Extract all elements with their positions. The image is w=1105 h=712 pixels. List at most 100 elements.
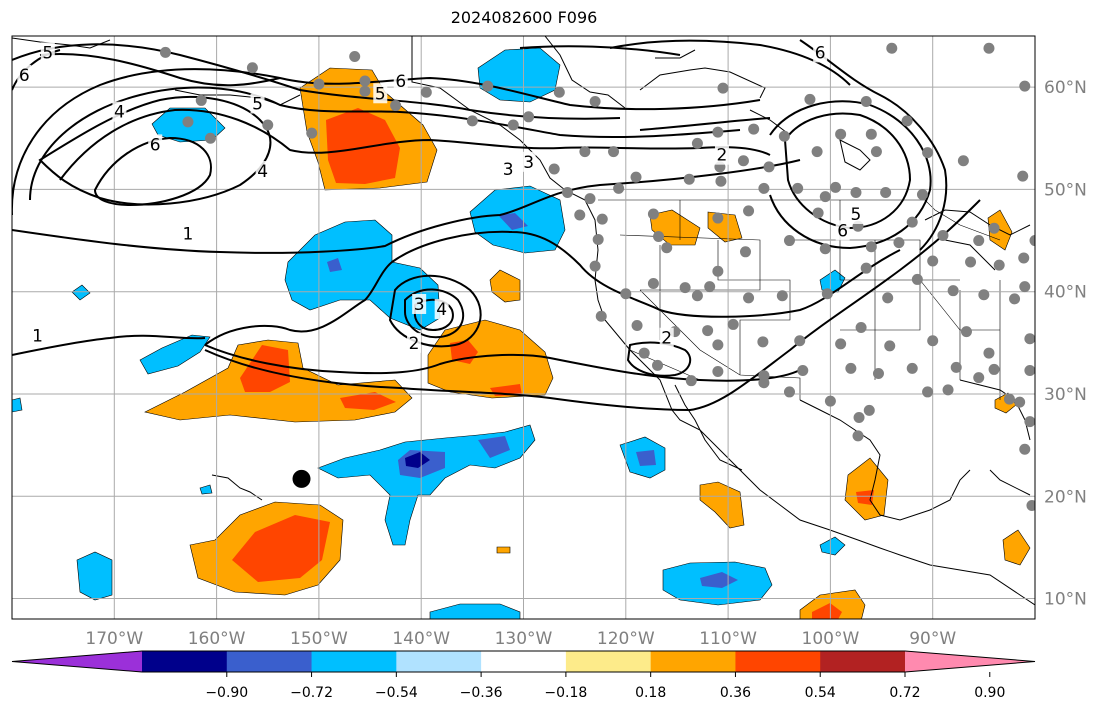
station-point [313,78,325,90]
contour-label: 2 [717,146,728,166]
contour-label: 1 [183,224,194,244]
station-point [661,242,673,254]
station-point [950,361,962,373]
station-point [916,189,928,201]
contour-label-bg [250,93,265,114]
station-point [993,259,1005,271]
colorbar-segment [396,651,482,672]
latitude-ticks: 60°N 50°N 40°N 30°N 20°N 10°N [1044,78,1087,609]
station-point [863,404,875,416]
station-point [947,285,959,297]
station-point [988,363,1000,375]
colorbar-tick-label: −0.90 [205,685,248,701]
station-point [653,230,665,242]
station-point [204,132,216,144]
lon-tick-label: 160°W [188,629,246,649]
contour-label-bg [659,327,674,348]
colorbar-over-extension [905,651,1035,672]
station-point [758,182,770,194]
station-point [608,146,620,158]
station-point [589,95,601,107]
station-point [390,100,402,112]
station-point [631,319,643,331]
contour-label: 4 [436,300,447,320]
station-point [507,119,519,131]
contour-label: 6 [150,135,161,155]
colorbar-tick-label: 0.90 [974,685,1005,701]
station-point [1024,364,1035,376]
contour-label: 5 [851,205,862,225]
colorbar-tick-label: 0.72 [889,685,920,701]
colorbar-segment [142,651,228,672]
lon-tick-label: 170°W [85,629,143,649]
station-point [715,175,727,187]
colorbar-segment [820,651,906,672]
lon-tick-label: 140°W [392,629,450,649]
contour-label-bg [17,64,32,85]
station-point [942,384,954,396]
contour-label-bg [714,144,729,165]
station-point [922,147,934,159]
station-point [420,86,432,98]
station-point [872,368,884,380]
station-point [727,318,739,330]
station-point [712,212,724,224]
contour-label: 3 [523,153,534,173]
longitude-ticks: 170°W 160°W 150°W 140°W 130°W 120°W 110°W 100°W… [85,629,956,649]
contour-label-bg [434,299,449,320]
station-point [683,173,695,185]
station-point [1024,333,1035,345]
station-points [159,42,1035,511]
colorbar-tick-label: 0.54 [805,685,836,701]
station-point [865,128,877,140]
station-point [712,126,724,138]
contour-label-bg [412,293,427,314]
lat-tick-label: 40°N [1044,283,1087,303]
station-point [882,292,894,304]
colorbar-tick-label: −0.72 [290,685,333,701]
contour-label: 5 [252,95,263,115]
station-point [1019,443,1031,455]
station-point [776,290,788,302]
station-point [880,186,892,198]
station-point [1014,396,1026,408]
station-point [860,95,872,107]
station-point [748,123,760,135]
station-point [797,364,809,376]
station-point [630,171,642,183]
station-point [927,335,939,347]
contour-label: 2 [661,329,672,349]
station-point [195,94,207,106]
colorbar-segment [226,651,313,672]
station-point [835,128,847,140]
station-point [712,339,724,351]
station-point [960,326,972,338]
station-point [812,207,824,219]
contour-label-bg [407,332,422,353]
station-point [717,82,729,94]
contour-label: 3 [503,160,514,180]
station-point [865,241,877,253]
contour-label: 6 [815,43,826,63]
contour-label-bg [848,203,863,224]
colorbar-tick-label: 0.18 [635,685,666,701]
station-point [691,290,703,302]
colorbar-segment [481,651,567,672]
station-point [811,146,823,158]
colorbar-tick-label: −0.54 [375,685,418,701]
station-point [691,137,703,149]
station-point [937,229,949,241]
station-point [783,386,795,398]
station-point [685,375,697,387]
station-point [1019,281,1031,293]
station-point [1026,499,1035,511]
station-point [1019,80,1031,92]
station-point [830,181,842,193]
station-point [712,265,724,277]
station-point [853,412,865,424]
contour-label: 5 [42,43,53,63]
station-point [1024,416,1035,428]
colorbar-segment [565,651,652,672]
station-point [957,155,969,167]
station-point [579,146,591,158]
